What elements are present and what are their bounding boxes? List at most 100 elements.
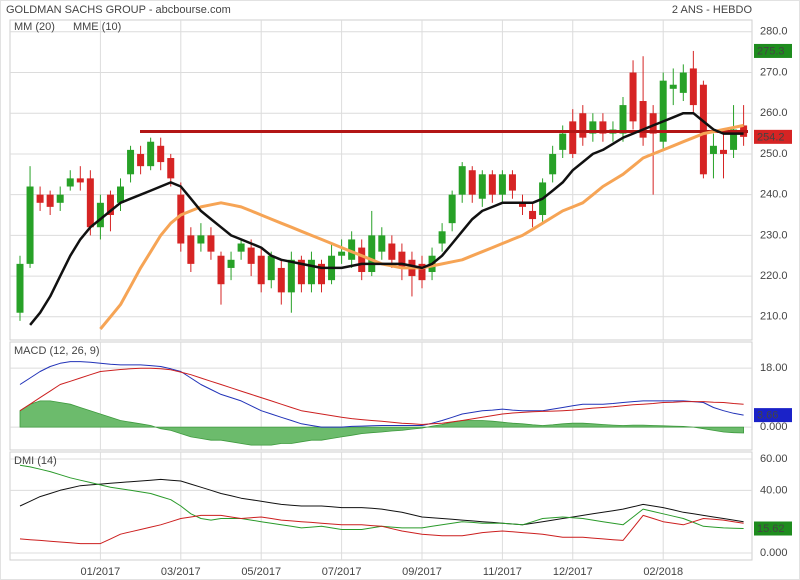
x-tick-label: 01/2017 (81, 566, 121, 578)
candle-body (106, 194, 114, 216)
candle-body (307, 259, 315, 285)
candle-body (187, 235, 195, 264)
candle-body (16, 263, 24, 313)
candle-body (679, 72, 687, 93)
candle-body (117, 186, 124, 203)
histogram-area (19, 400, 744, 446)
candle-body (478, 174, 486, 199)
candle-body (26, 186, 34, 264)
line (19, 478, 744, 526)
candle-body (147, 141, 155, 167)
candle-body (237, 243, 245, 252)
candle-body (257, 255, 265, 285)
panel (9, 341, 753, 451)
y-tick-label: 40.00 (760, 484, 788, 496)
candle-body (709, 145, 717, 154)
y-tick-label: 250.0 (760, 148, 788, 160)
candle-body (388, 243, 396, 260)
value-badge (754, 129, 792, 144)
candle-body (448, 194, 456, 224)
value-badge-label: 275.3 (757, 45, 785, 57)
panel-title: DMI (14) (14, 455, 57, 467)
y-tick-label: 0.000 (760, 547, 788, 559)
candle-body (227, 259, 235, 268)
candle-body (589, 121, 597, 134)
y-tick-label: 270.0 (760, 66, 788, 78)
legend-label: MM (20) (14, 21, 55, 33)
candle-body (368, 235, 376, 273)
candle-body (36, 194, 44, 203)
x-tick-label: 05/2017 (241, 566, 281, 578)
x-tick-label: 09/2017 (402, 566, 442, 578)
y-tick-label: 210.0 (760, 311, 788, 323)
candle-body (549, 153, 557, 175)
candle-body (579, 113, 587, 138)
candle-body (649, 113, 657, 134)
candle-body (177, 194, 185, 244)
y-tick-label: 230.0 (760, 229, 788, 241)
panel (9, 19, 753, 341)
candle-body (498, 174, 506, 195)
y-tick-label: 220.0 (760, 270, 788, 282)
x-tick-label: 07/2017 (322, 566, 362, 578)
value-badge-label: 3.66 (757, 410, 778, 422)
candle-body (137, 153, 145, 167)
value-badge (754, 521, 792, 536)
candle-body (247, 247, 255, 264)
chart-subtitle: 2 ANS - HEBDO (672, 4, 753, 16)
x-tick-label: 03/2017 (161, 566, 201, 578)
y-tick-label: 18.00 (760, 362, 788, 374)
candle-body (689, 68, 697, 106)
candle-body (338, 251, 346, 256)
x-tick-label: 12/2017 (553, 566, 593, 578)
candle-body (559, 133, 567, 150)
candle-body (468, 170, 476, 195)
candle-body (96, 202, 104, 228)
candle-body (348, 239, 356, 260)
line (19, 367, 744, 425)
candle-body (508, 174, 516, 191)
candle-body (157, 145, 165, 163)
value-badge-label: 15.62 (757, 523, 785, 535)
value-badge (754, 408, 792, 423)
candle-body (378, 235, 386, 252)
candle-body (217, 255, 225, 285)
candle-body (720, 149, 727, 154)
candle-body (639, 101, 647, 138)
candle-body (458, 166, 466, 195)
candle-body (86, 178, 94, 228)
candle-body (730, 129, 738, 150)
chart-title: GOLDMAN SACHS GROUP - abcbourse.com (6, 4, 231, 16)
candle-body (297, 259, 305, 285)
candle-body (488, 174, 496, 195)
candle-body (438, 231, 446, 244)
legend-label: MME (10) (73, 21, 121, 33)
candle-body (629, 72, 637, 122)
value-badge-label: 254.2 (757, 131, 785, 143)
panel (9, 451, 753, 561)
candle-body (519, 202, 526, 207)
candle-body (569, 121, 577, 154)
candle-body (56, 194, 64, 203)
candle-body (699, 84, 707, 175)
candle-body (529, 210, 537, 220)
candle-body (659, 80, 667, 142)
candle-body (267, 255, 275, 281)
candle-body (287, 259, 295, 293)
candle-body (418, 263, 426, 281)
candle-body (398, 251, 406, 268)
y-tick-label: 280.0 (760, 26, 788, 38)
candle-body (76, 178, 84, 183)
x-tick-label: 11/2017 (483, 566, 522, 578)
line (19, 361, 744, 428)
y-tick-label: 260.0 (760, 107, 788, 119)
candle-body (599, 121, 607, 134)
line (29, 111, 744, 326)
y-tick-label: 60.00 (760, 453, 788, 465)
candle-body (207, 235, 215, 252)
y-tick-label: 0.000 (760, 421, 788, 433)
y-tick-label: 240.0 (760, 189, 788, 201)
candle-body (669, 84, 677, 89)
